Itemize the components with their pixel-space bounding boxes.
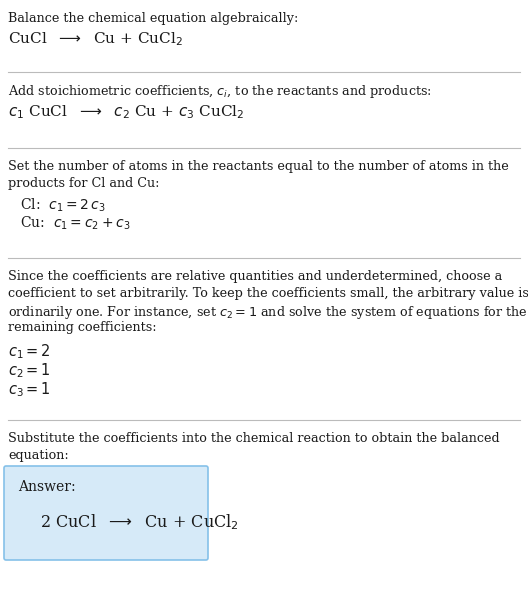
Text: Substitute the coefficients into the chemical reaction to obtain the balanced: Substitute the coefficients into the che…	[8, 432, 499, 445]
Text: Cu:  $c_1 = c_2 + c_3$: Cu: $c_1 = c_2 + c_3$	[20, 215, 130, 232]
Text: $c_1 = 2$: $c_1 = 2$	[8, 342, 51, 360]
Text: Since the coefficients are relative quantities and underdetermined, choose a: Since the coefficients are relative quan…	[8, 270, 502, 283]
Text: Balance the chemical equation algebraically:: Balance the chemical equation algebraica…	[8, 12, 298, 25]
Text: $c_2 = 1$: $c_2 = 1$	[8, 361, 51, 380]
Text: equation:: equation:	[8, 449, 69, 462]
Text: coefficient to set arbitrarily. To keep the coefficients small, the arbitrary va: coefficient to set arbitrarily. To keep …	[8, 287, 528, 300]
Text: 2 CuCl  $\longrightarrow$  Cu + CuCl$_2$: 2 CuCl $\longrightarrow$ Cu + CuCl$_2$	[40, 512, 239, 532]
Text: Cl:  $c_1 = 2\,c_3$: Cl: $c_1 = 2\,c_3$	[20, 197, 106, 214]
Text: Answer:: Answer:	[18, 480, 76, 494]
FancyBboxPatch shape	[4, 466, 208, 560]
Text: Set the number of atoms in the reactants equal to the number of atoms in the: Set the number of atoms in the reactants…	[8, 160, 509, 173]
Text: Add stoichiometric coefficients, $c_i$, to the reactants and products:: Add stoichiometric coefficients, $c_i$, …	[8, 83, 432, 100]
Text: ordinarily one. For instance, set $c_2 = 1$ and solve the system of equations fo: ordinarily one. For instance, set $c_2 =…	[8, 304, 528, 321]
Text: remaining coefficients:: remaining coefficients:	[8, 321, 157, 334]
Text: $c_1$ CuCl  $\longrightarrow$  $c_2$ Cu + $c_3$ CuCl$_2$: $c_1$ CuCl $\longrightarrow$ $c_2$ Cu + …	[8, 103, 244, 121]
Text: $c_3 = 1$: $c_3 = 1$	[8, 380, 51, 399]
Text: products for Cl and Cu:: products for Cl and Cu:	[8, 177, 159, 190]
Text: CuCl  $\longrightarrow$  Cu + CuCl$_2$: CuCl $\longrightarrow$ Cu + CuCl$_2$	[8, 30, 183, 48]
